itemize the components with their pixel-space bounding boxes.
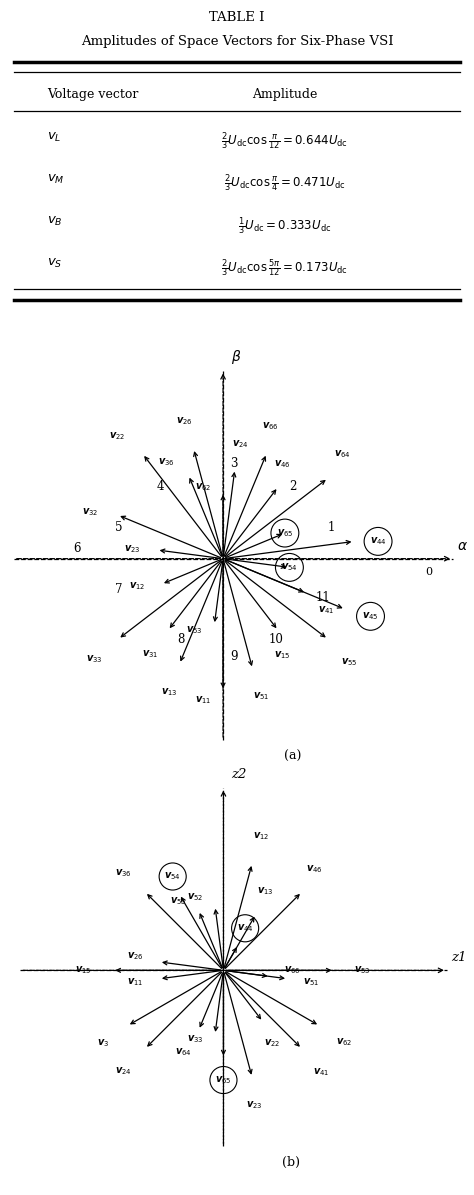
- Text: $\boldsymbol{v}_{55}$: $\boldsymbol{v}_{55}$: [170, 895, 186, 907]
- Text: $\boldsymbol{v}_{65}$: $\boldsymbol{v}_{65}$: [277, 527, 293, 539]
- Text: $\boldsymbol{v}_{44}$: $\boldsymbol{v}_{44}$: [370, 535, 386, 547]
- Text: 3: 3: [230, 458, 238, 471]
- Text: $\boldsymbol{v}_{45}$: $\boldsymbol{v}_{45}$: [362, 611, 379, 623]
- Text: $\boldsymbol{v}_{54}$: $\boldsymbol{v}_{54}$: [281, 562, 298, 574]
- Text: $\boldsymbol{v}_{23}$: $\boldsymbol{v}_{23}$: [246, 1099, 263, 1111]
- Text: $\frac{2}{3}U_{\mathrm{dc}}\cos\frac{5\pi}{12}=0.173U_{\mathrm{dc}}$: $\frac{2}{3}U_{\mathrm{dc}}\cos\frac{5\p…: [221, 257, 348, 278]
- Text: $\boldsymbol{v}_{24}$: $\boldsymbol{v}_{24}$: [231, 439, 248, 451]
- Text: $\boldsymbol{v}_{15}$: $\boldsymbol{v}_{15}$: [274, 649, 291, 661]
- Text: 4: 4: [156, 479, 164, 492]
- Text: Voltage vector: Voltage vector: [47, 88, 139, 102]
- Text: 5: 5: [115, 521, 122, 534]
- Text: $\boldsymbol{v}_{13}$: $\boldsymbol{v}_{13}$: [257, 885, 273, 897]
- Text: Amplitudes of Space Vectors for Six-Phase VSI: Amplitudes of Space Vectors for Six-Phas…: [81, 36, 393, 48]
- Text: $\boldsymbol{v}_{46}$: $\boldsymbol{v}_{46}$: [274, 458, 291, 470]
- Text: 7: 7: [115, 583, 122, 596]
- Text: $\alpha$: $\alpha$: [457, 539, 468, 553]
- Text: $\boldsymbol{v}_{54}$: $\boldsymbol{v}_{54}$: [164, 871, 181, 882]
- Text: $\boldsymbol{v}_{15}$: $\boldsymbol{v}_{15}$: [75, 964, 91, 976]
- Text: 6: 6: [73, 543, 81, 556]
- Text: $v_S$: $v_S$: [47, 257, 63, 270]
- Text: $\boldsymbol{v}_{22}$: $\boldsymbol{v}_{22}$: [264, 1037, 281, 1049]
- Text: $\boldsymbol{v}_{66}$: $\boldsymbol{v}_{66}$: [284, 964, 301, 976]
- Text: $\boldsymbol{v}_{64}$: $\boldsymbol{v}_{64}$: [175, 1047, 191, 1058]
- Text: $\boldsymbol{v}_{31}$: $\boldsymbol{v}_{31}$: [142, 648, 158, 660]
- Text: 1: 1: [328, 521, 336, 534]
- Text: $\boldsymbol{v}_{51}$: $\boldsymbol{v}_{51}$: [303, 976, 319, 988]
- Text: $\boldsymbol{v}_{66}$: $\boldsymbol{v}_{66}$: [262, 421, 278, 433]
- Text: $\boldsymbol{v}_{36}$: $\boldsymbol{v}_{36}$: [115, 866, 131, 878]
- Text: $\frac{2}{3}U_{\mathrm{dc}}\cos\frac{\pi}{12}=0.644U_{\mathrm{dc}}$: $\frac{2}{3}U_{\mathrm{dc}}\cos\frac{\pi…: [221, 130, 348, 152]
- Text: $\boldsymbol{v}_{32}$: $\boldsymbol{v}_{32}$: [82, 505, 99, 517]
- Text: $\boldsymbol{v}_{11}$: $\boldsymbol{v}_{11}$: [195, 694, 212, 706]
- Text: $v_M$: $v_M$: [47, 173, 65, 186]
- Text: $\boldsymbol{v}_{11}$: $\boldsymbol{v}_{11}$: [128, 976, 144, 988]
- Text: $\boldsymbol{v}_{12}$: $\boldsymbol{v}_{12}$: [129, 580, 146, 592]
- Text: $\boldsymbol{v}_{52}$: $\boldsymbol{v}_{52}$: [187, 891, 204, 903]
- Text: $\boldsymbol{v}_{53}$: $\boldsymbol{v}_{53}$: [186, 624, 202, 636]
- Text: $\boldsymbol{v}_{33}$: $\boldsymbol{v}_{33}$: [86, 652, 102, 664]
- Text: $\frac{2}{3}U_{\mathrm{dc}}\cos\frac{\pi}{4}=0.471U_{\mathrm{dc}}$: $\frac{2}{3}U_{\mathrm{dc}}\cos\frac{\pi…: [224, 173, 345, 195]
- Text: $\boldsymbol{v}_{62}$: $\boldsymbol{v}_{62}$: [336, 1036, 352, 1048]
- Text: TABLE I: TABLE I: [209, 11, 265, 24]
- Text: $\boldsymbol{v}_{53}$: $\boldsymbol{v}_{53}$: [355, 964, 371, 976]
- Text: $\boldsymbol{v}_{24}$: $\boldsymbol{v}_{24}$: [115, 1065, 132, 1077]
- Text: $\boldsymbol{v}_{12}$: $\boldsymbol{v}_{12}$: [253, 831, 269, 842]
- Text: z1: z1: [451, 951, 466, 964]
- Text: 9: 9: [230, 650, 238, 663]
- Text: $\boldsymbol{v}_{55}$: $\boldsymbol{v}_{55}$: [341, 656, 358, 668]
- Text: $\boldsymbol{v}_{65}$: $\boldsymbol{v}_{65}$: [215, 1074, 232, 1086]
- Text: $\boldsymbol{v}_{51}$: $\boldsymbol{v}_{51}$: [254, 691, 270, 703]
- Text: 11: 11: [316, 592, 331, 605]
- Text: 0: 0: [425, 568, 432, 577]
- Text: $\boldsymbol{v}_{3}$: $\boldsymbol{v}_{3}$: [97, 1037, 109, 1049]
- Text: $v_L$: $v_L$: [47, 130, 62, 143]
- Text: z2: z2: [232, 768, 247, 782]
- Text: $\boldsymbol{v}_{23}$: $\boldsymbol{v}_{23}$: [124, 544, 141, 556]
- Text: $\boldsymbol{v}_{26}$: $\boldsymbol{v}_{26}$: [127, 950, 144, 962]
- Text: $\boldsymbol{v}_{22}$: $\boldsymbol{v}_{22}$: [109, 430, 126, 442]
- Text: $\boldsymbol{v}_{26}$: $\boldsymbol{v}_{26}$: [176, 415, 193, 427]
- Text: $\beta$: $\beta$: [231, 348, 242, 366]
- Text: $\boldsymbol{v}_{46}$: $\boldsymbol{v}_{46}$: [306, 863, 323, 875]
- Text: $\boldsymbol{v}_{41}$: $\boldsymbol{v}_{41}$: [319, 603, 335, 615]
- Text: $\boldsymbol{v}_{13}$: $\boldsymbol{v}_{13}$: [161, 687, 178, 699]
- Text: (b): (b): [282, 1156, 300, 1169]
- Text: $\boldsymbol{v}_{41}$: $\boldsymbol{v}_{41}$: [313, 1066, 329, 1078]
- Text: $\boldsymbol{v}_{64}$: $\boldsymbol{v}_{64}$: [334, 448, 351, 460]
- Text: $\frac{1}{3}U_{\mathrm{dc}}=0.333U_{\mathrm{dc}}$: $\frac{1}{3}U_{\mathrm{dc}}=0.333U_{\mat…: [238, 215, 331, 237]
- Text: 10: 10: [269, 633, 283, 646]
- Text: $\boldsymbol{v}_{44}$: $\boldsymbol{v}_{44}$: [237, 923, 254, 934]
- Text: $\boldsymbol{v}_{62}$: $\boldsymbol{v}_{62}$: [195, 482, 212, 494]
- Text: Amplitude: Amplitude: [252, 88, 317, 102]
- Text: 8: 8: [178, 633, 185, 646]
- Text: $\boldsymbol{v}_{33}$: $\boldsymbol{v}_{33}$: [187, 1034, 204, 1046]
- Text: 2: 2: [289, 479, 296, 492]
- Text: (a): (a): [284, 750, 301, 764]
- Text: $\boldsymbol{v}_{36}$: $\boldsymbol{v}_{36}$: [158, 456, 175, 468]
- Text: $v_B$: $v_B$: [47, 215, 63, 228]
